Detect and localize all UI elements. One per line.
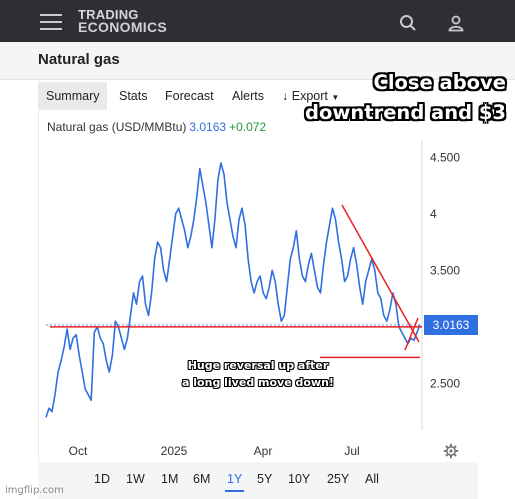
range-1y[interactable]: 1Y	[224, 472, 245, 492]
range-selector: 1D 1W 1M 6M 1Y 5Y 10Y 25Y All	[38, 462, 478, 499]
ticker-change: +0.072	[229, 120, 267, 134]
range-10y[interactable]: 10Y	[288, 472, 311, 486]
gear-icon[interactable]	[443, 443, 459, 459]
tab-alerts[interactable]: Alerts	[224, 82, 272, 110]
y-tick-label: 4	[430, 207, 437, 221]
y-tick-label: 4.500	[430, 150, 460, 164]
last-value-box	[424, 315, 478, 335]
logo-line2: ECONOMICS	[78, 19, 168, 35]
range-1d[interactable]: 1D	[94, 472, 110, 486]
x-tick-label: 2025	[161, 444, 188, 458]
range-1m[interactable]: 1M	[161, 472, 179, 486]
range-1w[interactable]: 1W	[126, 472, 145, 486]
range-5y[interactable]: 5Y	[257, 472, 273, 486]
watermark: imgflip.com	[5, 485, 64, 496]
ticker-line: Natural gas (USD/MMBtu) 3.0163 +0.072	[47, 120, 266, 134]
tab-summary-label: Summary	[46, 89, 100, 103]
tab-summary[interactable]: Summary	[38, 82, 108, 110]
top-navbar: TRADING ECONOMICS	[0, 0, 515, 42]
chart-panel	[38, 80, 478, 499]
x-tick-label: Jul	[344, 444, 359, 458]
x-tick-label: Oct	[69, 444, 88, 458]
annotation-top-line2: downtrend and $3	[305, 101, 506, 124]
tab-stats-label: Stats	[119, 89, 148, 103]
tab-stats[interactable]: Stats	[111, 82, 156, 110]
annotation-middle-line2: a long lived move down!	[182, 376, 334, 389]
range-25y[interactable]: 25Y	[327, 472, 350, 486]
range-6m[interactable]: 6M	[193, 472, 211, 486]
logo[interactable]: TRADING ECONOMICS	[78, 7, 168, 35]
range-all[interactable]: All	[365, 472, 379, 486]
downtrend-line	[341, 204, 420, 343]
tab-alerts-label: Alerts	[232, 89, 264, 103]
download-icon: ↓	[282, 89, 289, 103]
annotation-middle-line1: Huge reversal up after	[187, 359, 329, 372]
last-value-label: 3.0163	[433, 318, 470, 332]
annotation-top-line1: Close above	[373, 71, 506, 94]
caret-down-icon: ▼	[331, 93, 340, 102]
annotation-middle: Huge reversal up after a long lived move…	[148, 357, 368, 391]
ticker-price: 3.0163	[189, 120, 227, 134]
price-series-line	[45, 162, 421, 418]
y-tick-label: 3.500	[430, 263, 460, 277]
user-icon[interactable]	[447, 14, 465, 32]
logo-line1: TRADING	[78, 7, 139, 22]
page-title: Natural gas	[38, 51, 120, 68]
page-header	[0, 42, 515, 80]
tab-export[interactable]: ↓ Export ▼	[274, 82, 347, 110]
reversal-line	[404, 317, 419, 351]
menu-icon[interactable]	[40, 14, 62, 30]
tab-forecast-label: Forecast	[165, 89, 214, 103]
search-icon[interactable]	[399, 14, 417, 32]
ticker-name: Natural gas (USD/MMBtu)	[47, 120, 187, 134]
tab-export-label: Export	[291, 89, 328, 103]
y-tick-label: 2.500	[430, 376, 460, 390]
tab-forecast[interactable]: Forecast	[157, 82, 222, 110]
x-tick-label: Apr	[254, 444, 273, 458]
annotation-top: Close above downtrend and $3	[280, 68, 506, 128]
